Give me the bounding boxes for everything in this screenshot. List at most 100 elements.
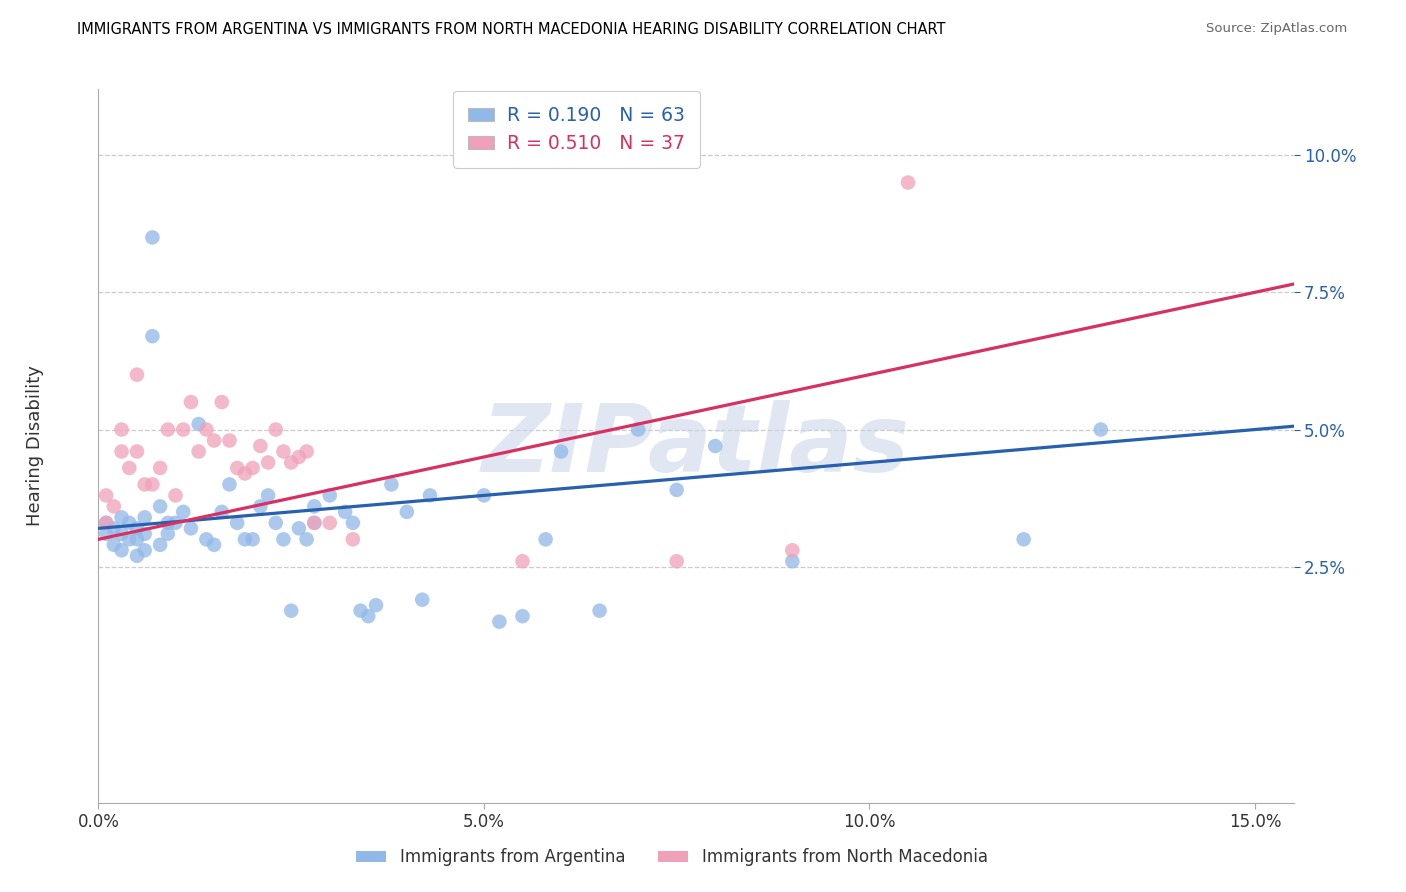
Point [118,461,141,475]
Point [512,609,534,624]
Text: ZIPatlas: ZIPatlas [482,400,910,492]
Point [534,533,557,547]
Point [187,444,209,458]
Text: Hearing Disability: Hearing Disability [27,366,44,526]
Point [280,455,302,469]
Point [782,543,804,558]
Point [211,505,233,519]
Point [134,477,156,491]
Legend: Immigrants from Argentina, Immigrants from North Macedonia: Immigrants from Argentina, Immigrants fr… [350,842,994,873]
Point [218,434,240,448]
Point [295,444,318,458]
Point [195,423,218,437]
Point [295,533,318,547]
Point [273,533,295,547]
Point [218,477,240,491]
Point [550,444,572,458]
Point [257,455,280,469]
Point [156,526,179,541]
Point [94,526,117,541]
Point [195,533,218,547]
Point [141,329,163,343]
Point [110,543,132,558]
Point [288,450,311,464]
Point [110,444,132,458]
Point [395,505,418,519]
Point [588,604,610,618]
Point [165,516,187,530]
Point [512,554,534,568]
Point [172,423,194,437]
Point [782,554,804,568]
Point [249,500,271,514]
Point [411,592,433,607]
Point [156,516,179,530]
Point [488,615,510,629]
Point [211,395,233,409]
Point [134,510,156,524]
Point [149,500,172,514]
Point [342,516,364,530]
Point [202,434,225,448]
Point [380,477,402,491]
Point [134,526,156,541]
Point [357,609,380,624]
Point [125,444,148,458]
Point [280,604,302,618]
Point [103,538,125,552]
Point [118,533,141,547]
Point [187,417,209,431]
Point [103,521,125,535]
Point [141,477,163,491]
Point [665,554,688,568]
Text: Source: ZipAtlas.com: Source: ZipAtlas.com [1206,22,1347,36]
Point [202,538,225,552]
Point [288,521,311,535]
Point [249,439,271,453]
Point [242,461,264,475]
Point [110,526,132,541]
Point [110,423,132,437]
Point [118,516,141,530]
Point [125,549,148,563]
Point [156,423,179,437]
Point [319,488,342,502]
Point [125,521,148,535]
Point [226,516,249,530]
Point [627,423,650,437]
Point [472,488,495,502]
Point [419,488,441,502]
Point [110,510,132,524]
Point [94,488,117,502]
Point [125,533,148,547]
Point [180,395,202,409]
Point [342,533,364,547]
Point [273,444,295,458]
Point [141,230,163,244]
Point [665,483,688,497]
Point [149,461,172,475]
Point [233,467,256,481]
Point [333,505,356,519]
Point [242,533,264,547]
Point [172,505,194,519]
Point [180,521,202,535]
Point [264,423,287,437]
Point [1090,423,1112,437]
Point [1012,533,1035,547]
Point [264,516,287,530]
Point [704,439,727,453]
Point [319,516,342,530]
Point [304,516,326,530]
Point [125,368,148,382]
Point [257,488,280,502]
Point [897,176,920,190]
Text: IMMIGRANTS FROM ARGENTINA VS IMMIGRANTS FROM NORTH MACEDONIA HEARING DISABILITY : IMMIGRANTS FROM ARGENTINA VS IMMIGRANTS … [77,22,946,37]
Point [304,500,326,514]
Point [94,516,117,530]
Point [134,543,156,558]
Point [149,538,172,552]
Point [304,516,326,530]
Point [226,461,249,475]
Point [349,604,371,618]
